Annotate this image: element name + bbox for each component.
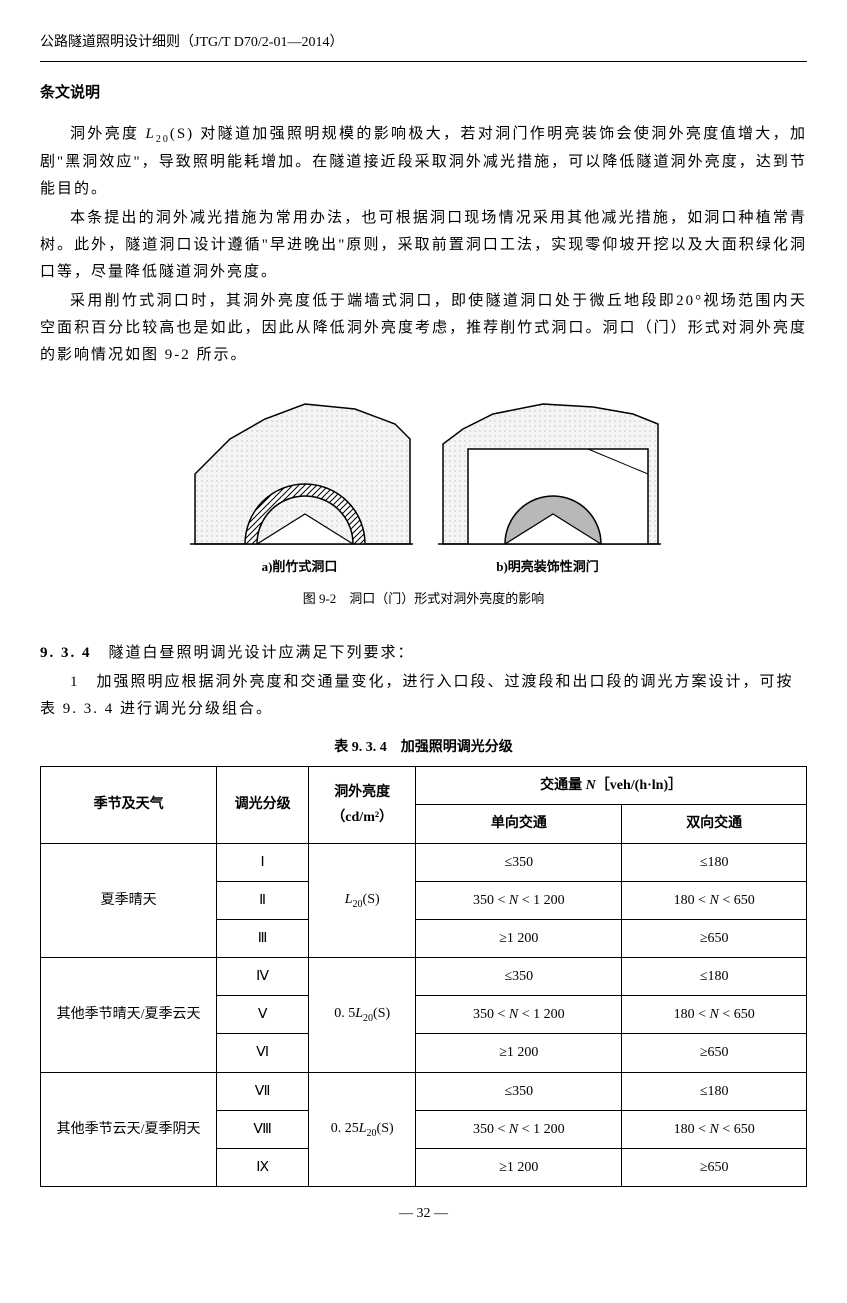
table-title: 表 9. 3. 4 加强照明调光分级 — [40, 735, 807, 760]
lum-sub: 20 — [353, 899, 363, 910]
cell-twoway: 180 < N < 650 — [622, 996, 807, 1034]
clause-body: 1 加强照明应根据洞外亮度和交通量变化，进行入口段、过渡段和出口段的调光方案设计… — [40, 669, 807, 723]
figure-b-caption: b)明亮装饰性洞门 — [433, 555, 663, 578]
cell-oneway: ≤350 — [416, 1072, 622, 1110]
v: 180 < N < 650 — [674, 1007, 755, 1022]
cell-level: Ⅰ — [217, 843, 309, 881]
cell-season: 夏季晴天 — [41, 843, 217, 958]
figure-caption: 图 9-2 洞口（门）形式对洞外亮度的影响 — [40, 587, 807, 610]
lum-s: (S) — [373, 1006, 390, 1021]
cell-twoway: ≥650 — [622, 1034, 807, 1072]
section-title: 条文说明 — [40, 80, 807, 107]
cell-level: Ⅸ — [217, 1149, 309, 1187]
cell-oneway: ≤350 — [416, 843, 622, 881]
cell-twoway: 180 < N < 650 — [622, 1110, 807, 1148]
v: 350 < N < 1 200 — [473, 1122, 565, 1137]
lum-pre: 0. 25 — [331, 1121, 359, 1136]
figure-9-2: a)削竹式洞口 b)明亮装饰性洞门 — [40, 389, 807, 578]
clause-title: 隧道白昼照明调光设计应满足下列要求： — [92, 645, 415, 661]
figure-a-caption: a)削竹式洞口 — [185, 555, 415, 578]
dimming-level-table: 季节及天气 调光分级 洞外亮度 （cd/m²） 交通量 N［veh/(h·ln)… — [40, 766, 807, 1187]
lum-L: L — [355, 1006, 363, 1021]
v: 350 < N < 1 200 — [473, 1007, 565, 1022]
cell-twoway: ≥650 — [622, 919, 807, 957]
table-row: 其他季节云天/夏季阴天 Ⅶ 0. 25L20(S) ≤350 ≤180 — [41, 1072, 807, 1110]
cell-level: Ⅷ — [217, 1110, 309, 1148]
cell-level: Ⅵ — [217, 1034, 309, 1072]
th-level: 调光分级 — [217, 767, 309, 843]
paragraph-3: 采用削竹式洞口时，其洞外亮度低于端墙式洞口，即使隧道洞口处于微丘地段即20°视场… — [40, 288, 807, 369]
th-traffic-n: N — [586, 778, 596, 793]
cell-twoway: 180 < N < 650 — [622, 881, 807, 919]
lum-s: (S) — [363, 892, 380, 907]
table-row: 其他季节晴天/夏季云天 Ⅳ 0. 5L20(S) ≤350 ≤180 — [41, 958, 807, 996]
cell-season: 其他季节云天/夏季阴天 — [41, 1072, 217, 1187]
cell-luminance: L20(S) — [309, 843, 416, 958]
v: 350 < N < 1 200 — [473, 893, 565, 908]
p1-text-a: 洞外亮度 — [70, 126, 145, 142]
cell-twoway: ≤180 — [622, 958, 807, 996]
tunnel-diagram-a — [185, 389, 415, 549]
cell-level: Ⅶ — [217, 1072, 309, 1110]
cell-level: Ⅱ — [217, 881, 309, 919]
document-header: 公路隧道照明设计细则（JTG/T D70/2-01—2014） — [40, 30, 807, 62]
p1-subscript: 20 — [156, 134, 170, 145]
lum-sub: 20 — [363, 1013, 373, 1024]
cell-level: Ⅳ — [217, 958, 309, 996]
cell-season: 其他季节晴天/夏季云天 — [41, 958, 217, 1073]
v: 180 < N < 650 — [674, 893, 755, 908]
th-traffic-c: ［veh/(h·ln)］ — [596, 778, 682, 793]
figure-a: a)削竹式洞口 — [185, 389, 415, 578]
th-luminance: 洞外亮度 （cd/m²） — [309, 767, 416, 843]
cell-twoway: ≤180 — [622, 1072, 807, 1110]
p1-symbol-L: L — [145, 126, 155, 142]
lum-L: L — [345, 892, 353, 907]
paragraph-2: 本条提出的洞外减光措施为常用办法，也可根据洞口现场情况采用其他减光措施，如洞口种… — [40, 205, 807, 286]
paragraph-1: 洞外亮度 L20(S) 对隧道加强照明规模的影响极大，若对洞门作明亮装饰会使洞外… — [40, 121, 807, 203]
cell-twoway: ≥650 — [622, 1149, 807, 1187]
th-lum-a: 洞外亮度 — [334, 785, 390, 800]
cell-twoway: ≤180 — [622, 843, 807, 881]
lum-s: (S) — [377, 1121, 394, 1136]
tunnel-diagram-b — [433, 389, 663, 549]
cell-oneway: 350 < N < 1 200 — [416, 881, 622, 919]
lum-sub: 20 — [367, 1128, 377, 1139]
th-lum-b: （cd/m²） — [331, 810, 393, 825]
lum-L: L — [359, 1121, 367, 1136]
table-row: 夏季晴天 Ⅰ L20(S) ≤350 ≤180 — [41, 843, 807, 881]
cell-level: Ⅴ — [217, 996, 309, 1034]
clause-number: 9. 3. 4 — [40, 645, 92, 661]
cell-oneway: ≥1 200 — [416, 1034, 622, 1072]
lum-pre: 0. 5 — [334, 1006, 355, 1021]
cell-oneway: ≥1 200 — [416, 1149, 622, 1187]
th-traffic: 交通量 N［veh/(h·ln)］ — [416, 767, 807, 805]
cell-luminance: 0. 5L20(S) — [309, 958, 416, 1073]
page-number: — 32 — — [40, 1201, 807, 1226]
th-oneway: 单向交通 — [416, 805, 622, 843]
figure-b: b)明亮装饰性洞门 — [433, 389, 663, 578]
cell-oneway: 350 < N < 1 200 — [416, 996, 622, 1034]
cell-level: Ⅲ — [217, 919, 309, 957]
clause-9-3-4: 9. 3. 4 隧道白昼照明调光设计应满足下列要求： — [40, 640, 807, 667]
cell-luminance: 0. 25L20(S) — [309, 1072, 416, 1187]
th-traffic-a: 交通量 — [540, 778, 586, 793]
v: 180 < N < 650 — [674, 1122, 755, 1137]
cell-oneway: ≤350 — [416, 958, 622, 996]
cell-oneway: 350 < N < 1 200 — [416, 1110, 622, 1148]
cell-oneway: ≥1 200 — [416, 919, 622, 957]
th-season: 季节及天气 — [41, 767, 217, 843]
th-twoway: 双向交通 — [622, 805, 807, 843]
